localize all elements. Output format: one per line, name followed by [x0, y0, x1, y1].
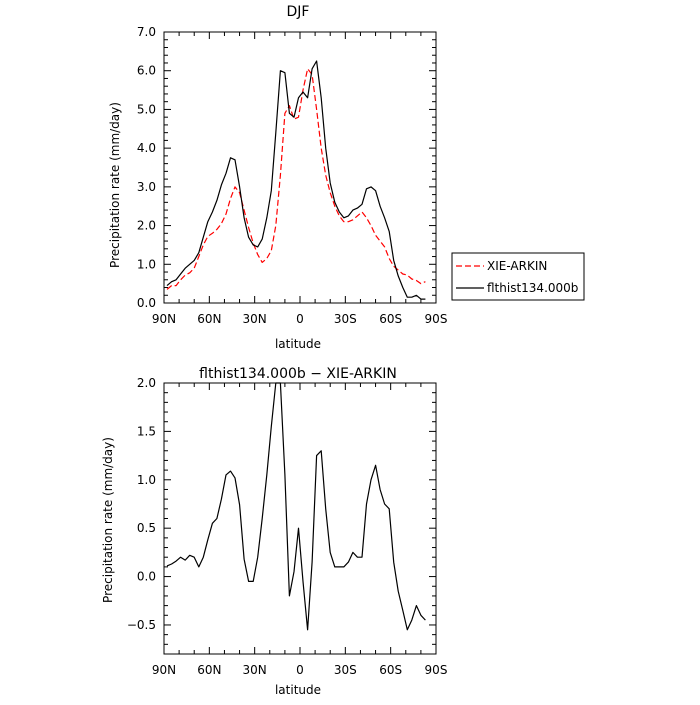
legend: XIE-ARKIN flthist134.000b: [451, 252, 585, 301]
top-chart-y-axis-label: Precipitation rate (mm/day): [108, 102, 122, 268]
y-tick-label: 1.0: [137, 473, 156, 487]
x-tick-label: 0: [296, 312, 304, 326]
legend-label-flthist: flthist134.000b: [487, 281, 578, 295]
y-tick-label: 0.0: [137, 296, 156, 310]
x-tick-label: 60S: [379, 663, 402, 677]
legend-label-xie-arkin: XIE-ARKIN: [487, 259, 547, 273]
bottom-chart-ticks: 90N 60N 30N 0 30S 60S 90S −0.5 0.0 0.5 1.0 1.5 2.0: [127, 376, 448, 677]
top-chart-plot-frame: [163, 31, 437, 304]
y-tick-label: 1.0: [137, 257, 156, 271]
x-tick-label: 30S: [334, 312, 357, 326]
y-tick-label: 2.0: [137, 219, 156, 233]
y-tick-label: −0.5: [127, 618, 156, 632]
y-tick-label: 5.0: [137, 102, 156, 116]
x-tick-label: 60S: [379, 312, 402, 326]
x-tick-label: 90N: [152, 663, 176, 677]
bottom-chart-y-axis-label: Precipitation rate (mm/day): [101, 437, 115, 603]
y-tick-label: 6.0: [137, 64, 156, 78]
bottom-chart: flthist134.000b − XIE-ARKIN Precipitatio…: [101, 366, 447, 697]
y-tick-label: 7.0: [137, 25, 156, 39]
x-tick-label: 90N: [152, 312, 176, 326]
bottom-chart-x-axis-label: latitude: [275, 683, 321, 697]
series-line-difference: [166, 382, 426, 631]
y-tick-label: 4.0: [137, 141, 156, 155]
series-line-flthist134-000b: [166, 60, 426, 300]
y-tick-label: 0.0: [137, 570, 156, 584]
y-tick-label: 0.5: [137, 521, 156, 535]
top-chart: DJF Precipitation rate (mm/day) latitude…: [108, 4, 447, 351]
series-line-xie-arkin: [166, 68, 426, 290]
x-tick-label: 60N: [197, 663, 221, 677]
x-tick-label: 0: [296, 663, 304, 677]
x-tick-label: 30S: [334, 663, 357, 677]
y-tick-label: 1.5: [137, 424, 156, 438]
bottom-chart-series: [166, 382, 426, 631]
top-chart-series: [166, 60, 426, 300]
y-tick-label: 3.0: [137, 180, 156, 194]
top-chart-ticks: 90N 60N 30N 0 30S 60S 90S 0.0 1.0 2.0 3.0 4.0 5.0 6.0…: [137, 25, 448, 326]
x-tick-label: 90S: [425, 663, 448, 677]
bottom-chart-plot-frame: [163, 382, 437, 655]
x-tick-label: 90S: [425, 312, 448, 326]
legend-box: [451, 252, 585, 301]
x-tick-label: 60N: [197, 312, 221, 326]
top-chart-title: DJF: [287, 4, 310, 20]
y-tick-label: 2.0: [137, 376, 156, 390]
top-chart-x-axis-label: latitude: [275, 337, 321, 351]
x-tick-label: 30N: [243, 312, 267, 326]
x-tick-label: 30N: [243, 663, 267, 677]
bottom-chart-title: flthist134.000b − XIE-ARKIN: [199, 366, 397, 382]
